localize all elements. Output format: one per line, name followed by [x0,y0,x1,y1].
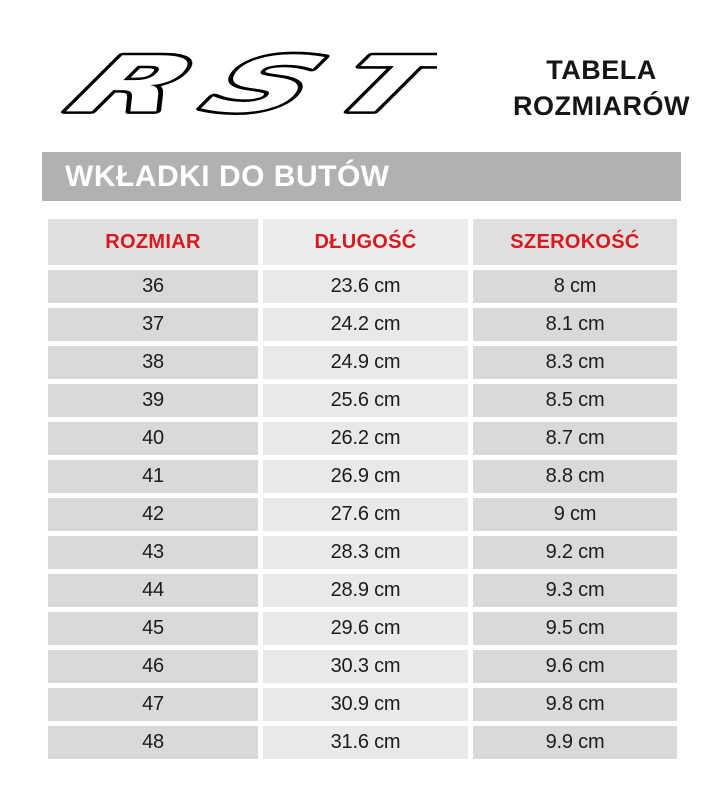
cell-size: 45 [48,612,258,645]
cell-size: 47 [48,688,258,721]
page-title: TABELA ROZMIARÓW [513,52,690,124]
cell-length: 26.9 cm [263,460,468,493]
cell-size: 40 [48,422,258,455]
cell-size: 38 [48,346,258,379]
cell-width: 9.8 cm [473,688,677,721]
cell-width: 9.5 cm [473,612,677,645]
cell-length: 30.9 cm [263,688,468,721]
section-banner-label: WKŁADKI DO BUTÓW [65,160,390,193]
cell-size: 37 [48,308,258,341]
page-title-line2: ROZMIARÓW [513,91,690,121]
cell-length: 28.9 cm [263,574,468,607]
cell-size: 42 [48,498,258,531]
table-row: 44 28.9 cm 9.3 cm [48,574,677,607]
cell-size: 43 [48,536,258,569]
section-banner: WKŁADKI DO BUTÓW [42,152,681,201]
cell-width: 8.7 cm [473,422,677,455]
table-body: 36 23.6 cm 8 cm 37 24.2 cm 8.1 cm 38 24.… [48,270,677,759]
cell-width: 8.5 cm [473,384,677,417]
cell-length: 24.9 cm [263,346,468,379]
cell-width: 9.6 cm [473,650,677,683]
rst-logo: RST [52,44,437,124]
size-table: ROZMIAR DŁUGOŚĆ SZEROKOŚĆ 36 23.6 cm 8 c… [48,219,677,764]
cell-width: 9.9 cm [473,726,677,759]
cell-length: 31.6 cm [263,726,468,759]
table-row: 43 28.3 cm 9.2 cm [48,536,677,569]
table-row: 40 26.2 cm 8.7 cm [48,422,677,455]
cell-length: 26.2 cm [263,422,468,455]
cell-length: 29.6 cm [263,612,468,645]
cell-size: 36 [48,270,258,303]
cell-size: 46 [48,650,258,683]
table-row: 38 24.9 cm 8.3 cm [48,346,677,379]
cell-size: 48 [48,726,258,759]
cell-size: 41 [48,460,258,493]
cell-width: 8 cm [473,270,677,303]
table-header-row: ROZMIAR DŁUGOŚĆ SZEROKOŚĆ [48,219,677,265]
table-row: 46 30.3 cm 9.6 cm [48,650,677,683]
cell-size: 44 [48,574,258,607]
cell-length: 23.6 cm [263,270,468,303]
table-row: 45 29.6 cm 9.5 cm [48,612,677,645]
rst-logo-text: RST [52,44,437,124]
table-row: 36 23.6 cm 8 cm [48,270,677,303]
column-header-szerokosc: SZEROKOŚĆ [473,219,677,265]
column-header-dlugosc: DŁUGOŚĆ [263,219,468,265]
table-row: 48 31.6 cm 9.9 cm [48,726,677,759]
table-row: 39 25.6 cm 8.5 cm [48,384,677,417]
table-row: 37 24.2 cm 8.1 cm [48,308,677,341]
cell-width: 9 cm [473,498,677,531]
cell-size: 39 [48,384,258,417]
table-row: 47 30.9 cm 9.8 cm [48,688,677,721]
cell-length: 28.3 cm [263,536,468,569]
column-header-rozmiar: ROZMIAR [48,219,258,265]
cell-width: 8.3 cm [473,346,677,379]
cell-length: 30.3 cm [263,650,468,683]
table-row: 42 27.6 cm 9 cm [48,498,677,531]
cell-width: 8.1 cm [473,308,677,341]
cell-length: 27.6 cm [263,498,468,531]
cell-width: 8.8 cm [473,460,677,493]
cell-length: 25.6 cm [263,384,468,417]
cell-length: 24.2 cm [263,308,468,341]
cell-width: 9.2 cm [473,536,677,569]
page-title-line1: TABELA [546,55,657,85]
cell-width: 9.3 cm [473,574,677,607]
table-row: 41 26.9 cm 8.8 cm [48,460,677,493]
